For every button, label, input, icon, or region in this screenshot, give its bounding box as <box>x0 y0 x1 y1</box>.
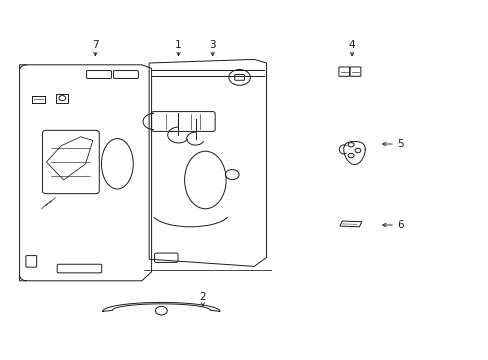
Text: 2: 2 <box>199 292 206 302</box>
Text: 1: 1 <box>175 40 182 50</box>
Text: 6: 6 <box>397 220 404 230</box>
Text: 7: 7 <box>92 40 99 50</box>
Text: 4: 4 <box>348 40 355 50</box>
Text: 5: 5 <box>397 139 404 149</box>
Text: 3: 3 <box>209 40 216 50</box>
